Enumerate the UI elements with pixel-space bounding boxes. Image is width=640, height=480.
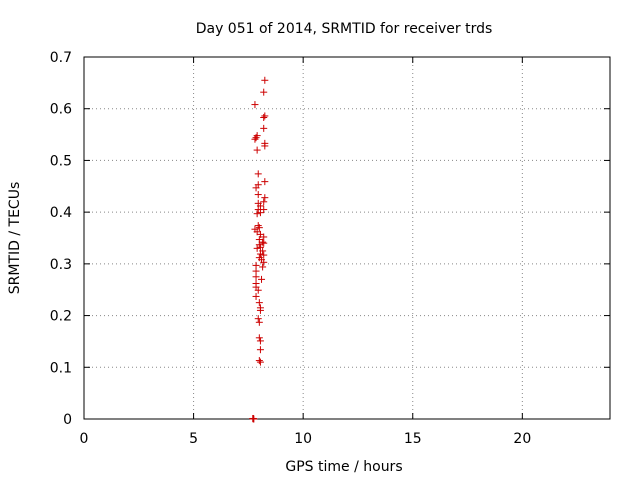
y-tick-label: 0.2 — [50, 309, 72, 325]
grid — [84, 57, 610, 419]
data-point — [259, 263, 267, 271]
data-point — [256, 209, 264, 217]
data-point — [252, 184, 260, 192]
y-tick-labels: 0 0.1 0.2 0.3 0.4 0.5 0.6 0.7 — [50, 50, 72, 428]
data-point — [261, 76, 269, 84]
data-point — [260, 233, 268, 241]
data-point — [253, 210, 261, 218]
y-tick-label: 0.6 — [50, 102, 72, 118]
y-tick-label: 0.5 — [50, 153, 72, 169]
data-point — [255, 224, 263, 232]
data-point — [256, 202, 264, 210]
data-point — [255, 357, 263, 365]
data-point — [260, 239, 268, 247]
x-tick-label: 15 — [404, 431, 422, 447]
data-point — [258, 275, 266, 283]
x-tick-labels: 0 5 10 15 20 — [80, 431, 532, 447]
data-point — [256, 346, 264, 354]
data-point — [255, 334, 263, 342]
data-point — [261, 178, 269, 186]
x-tick-label: 10 — [294, 431, 312, 447]
data-point — [256, 337, 264, 345]
data-point — [251, 135, 259, 143]
data-point — [260, 114, 268, 122]
y-axis-label: SRMTID / TECUs — [7, 182, 23, 295]
data-point — [256, 243, 264, 251]
chart-title: Day 051 of 2014, SRMTID for receiver trd… — [196, 21, 493, 37]
x-tick-label: 0 — [80, 431, 89, 447]
data-point — [255, 318, 263, 326]
data-point — [255, 299, 263, 307]
y-tick-label: 0.3 — [50, 257, 72, 273]
y-tick-label: 0.4 — [50, 205, 72, 221]
data-point — [261, 194, 269, 202]
data-point — [260, 198, 268, 206]
data-point — [260, 124, 268, 132]
data-point — [254, 286, 262, 294]
data-point — [253, 244, 261, 252]
y-tick-label: 0 — [63, 412, 72, 428]
data-points — [249, 76, 269, 423]
data-point — [261, 112, 269, 120]
data-point — [260, 206, 268, 214]
y-tick-label: 0.1 — [50, 360, 72, 376]
plot-frame — [83, 56, 611, 420]
data-point — [261, 142, 269, 150]
axis-ticks — [83, 56, 610, 420]
x-axis-label: GPS time / hours — [285, 459, 402, 475]
data-point — [260, 88, 268, 96]
data-point — [260, 251, 268, 259]
data-point — [254, 191, 262, 199]
x-tick-label: 20 — [513, 431, 531, 447]
data-point — [252, 273, 260, 281]
data-point — [252, 134, 260, 142]
y-tick-label: 0.7 — [50, 50, 72, 66]
data-point — [256, 306, 264, 314]
data-point — [256, 358, 264, 366]
data-point — [254, 170, 262, 178]
data-point — [249, 414, 257, 422]
data-point — [252, 292, 260, 300]
x-tick-label: 5 — [189, 431, 198, 447]
data-point — [254, 315, 262, 323]
data-point — [251, 101, 259, 109]
data-point — [253, 146, 261, 154]
data-point — [256, 250, 264, 258]
data-point — [260, 258, 268, 266]
